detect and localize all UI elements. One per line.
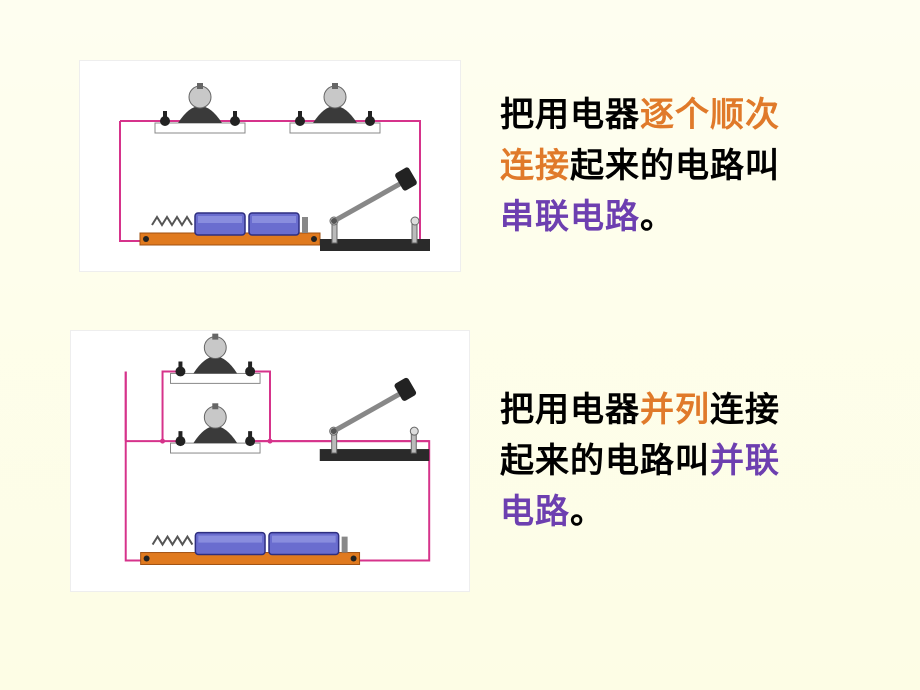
text-fragment: 起来的电路叫 xyxy=(570,148,780,185)
series-description: 把用电器逐个顺次连接起来的电路叫串联电路。 xyxy=(500,90,780,243)
text-fragment: 并列 xyxy=(640,392,710,429)
parallel-row: 把用电器并列连接起来的电路叫并联电路。 xyxy=(70,330,780,592)
parallel-description: 把用电器并列连接起来的电路叫并联电路。 xyxy=(500,385,780,538)
series-diagram-wrap xyxy=(70,60,470,272)
text-fragment: 电路 xyxy=(500,494,570,531)
text-fragment: 把用电器 xyxy=(500,97,640,134)
series-circuit-diagram xyxy=(79,60,461,272)
text-fragment: 。 xyxy=(640,199,675,236)
text-fragment: 连接 xyxy=(500,148,570,185)
parallel-circuit-diagram xyxy=(70,330,470,592)
text-fragment: 逐个顺次 xyxy=(640,97,780,134)
parallel-diagram-wrap xyxy=(70,330,470,592)
text-fragment: 把用电器 xyxy=(500,392,640,429)
text-fragment: 连接 xyxy=(710,392,780,429)
text-fragment: 并联 xyxy=(710,443,780,480)
text-fragment: 起来的电路叫 xyxy=(500,443,710,480)
text-fragment: 串联电路 xyxy=(500,199,640,236)
text-fragment: 。 xyxy=(570,494,605,531)
series-row: 把用电器逐个顺次连接起来的电路叫串联电路。 xyxy=(70,60,780,272)
